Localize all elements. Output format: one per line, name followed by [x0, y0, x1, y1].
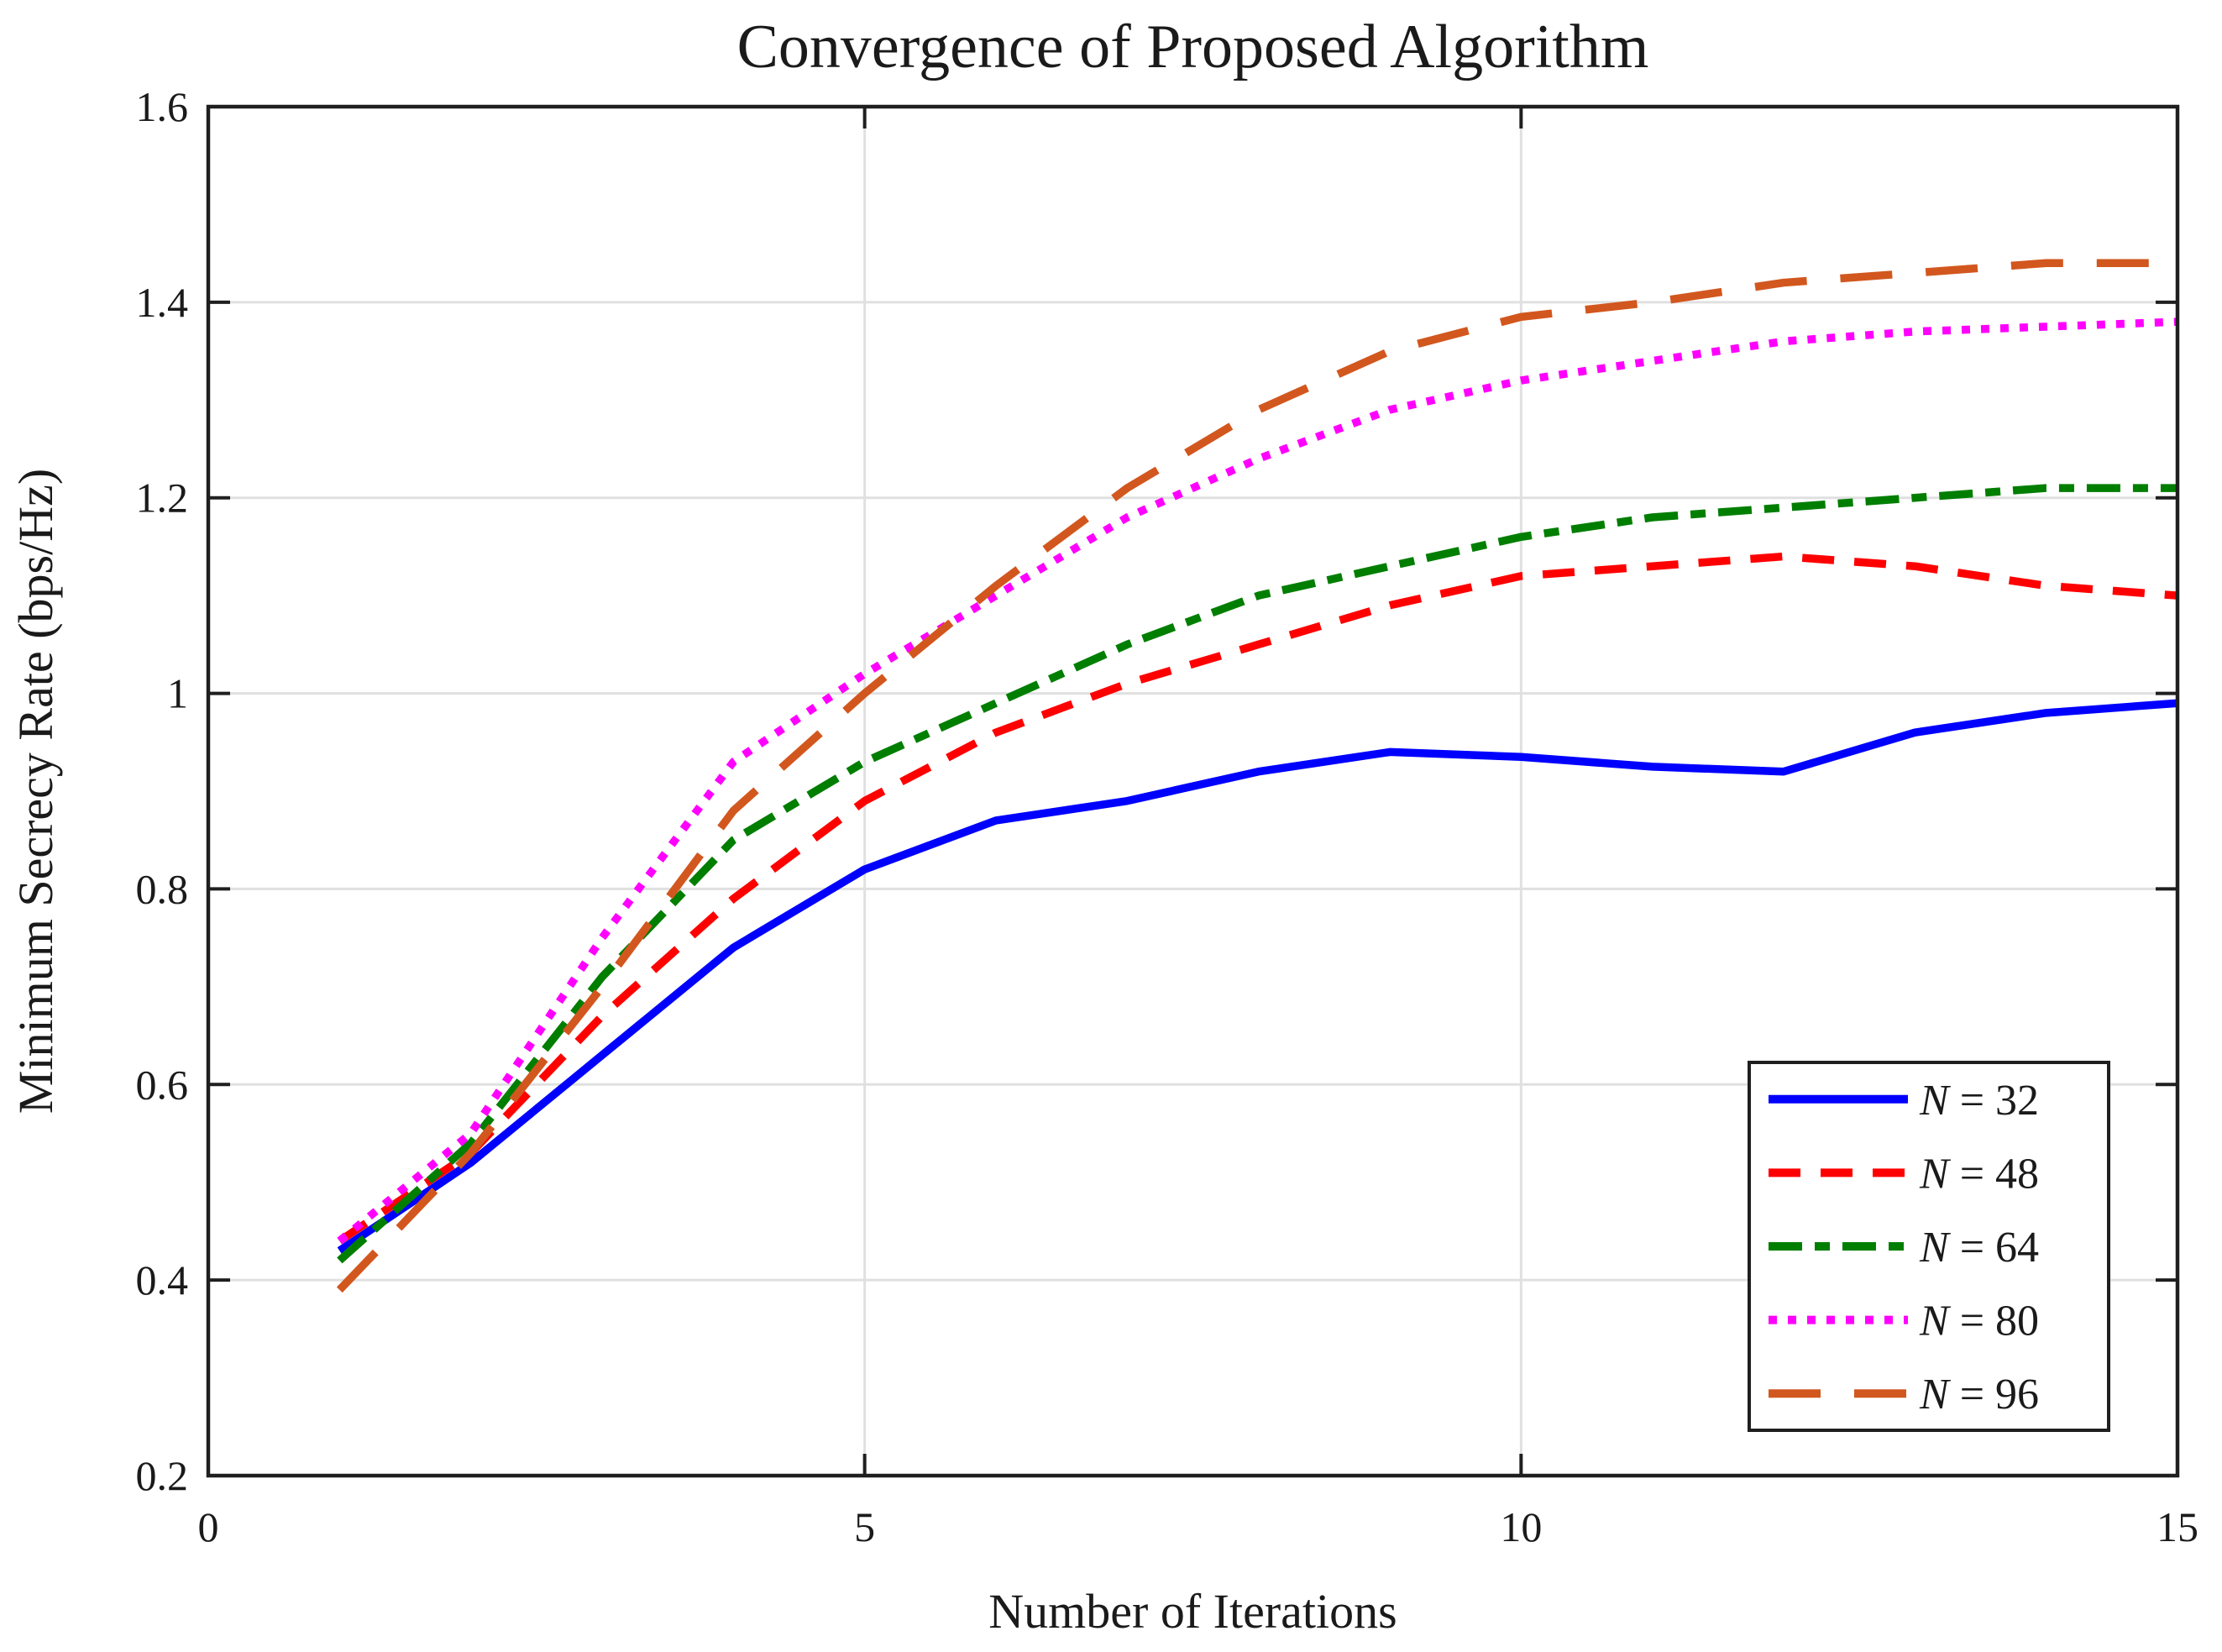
legend-label: N = 80	[1919, 1298, 2039, 1345]
series-line-N-96	[336, 259, 2177, 1293]
x-axis-label: Number of Iterations	[988, 1584, 1397, 1639]
x-tick-label-15: 15	[2156, 1503, 2198, 1550]
legend-box	[1748, 1061, 2110, 1432]
y-tick-label-1.2: 1.2	[136, 475, 189, 522]
legend-item: N = 96	[1769, 1371, 2039, 1419]
series-line-N-80	[337, 317, 2178, 1245]
legend-item: N = 64	[1769, 1224, 2039, 1272]
x-tick-label-5: 5	[854, 1503, 875, 1550]
legend-label: N = 96	[1919, 1371, 2039, 1419]
series-line-N-32	[337, 699, 2178, 1255]
legend-label: N = 64	[1919, 1224, 2039, 1272]
y-tick-label-0.6: 0.6	[136, 1061, 189, 1108]
legend-label: N = 32	[1919, 1077, 2039, 1125]
axis-box	[206, 104, 2180, 1478]
legend-label: N = 48	[1919, 1150, 2039, 1198]
legend-item: N = 48	[1769, 1150, 2039, 1198]
y-tick-label-1.6: 1.6	[136, 83, 189, 130]
series-line-N-48	[337, 552, 2178, 1245]
y-tick-label-1.4: 1.4	[136, 279, 189, 326]
axes	[206, 104, 2180, 1478]
gridlines	[208, 107, 2177, 1476]
chart-title: Convergence of Proposed Algorithm	[737, 13, 1649, 81]
legend: N = 32 N = 48 N = 64 N = 80 N = 96	[1748, 1061, 2110, 1432]
series-lines	[336, 259, 2178, 1293]
tick-labels: 0 5 10 15 0.2 0.4 0.6 0.8 1 1.2 1.4 1.6	[136, 83, 2199, 1550]
x-tick-label-0: 0	[198, 1503, 219, 1550]
y-tick-label-0.4: 0.4	[136, 1256, 189, 1303]
legend-item: N = 32	[1769, 1077, 2039, 1125]
x-tick-label-10: 10	[1500, 1503, 1542, 1550]
y-tick-label-0.2: 0.2	[136, 1452, 189, 1499]
y-tick-label-0.8: 0.8	[136, 865, 189, 912]
y-tick-label-1: 1	[167, 670, 188, 717]
legend-item: N = 80	[1769, 1298, 2039, 1345]
y-axis-label: Minimum Secrecy Rate (bps/Hz)	[8, 469, 63, 1114]
